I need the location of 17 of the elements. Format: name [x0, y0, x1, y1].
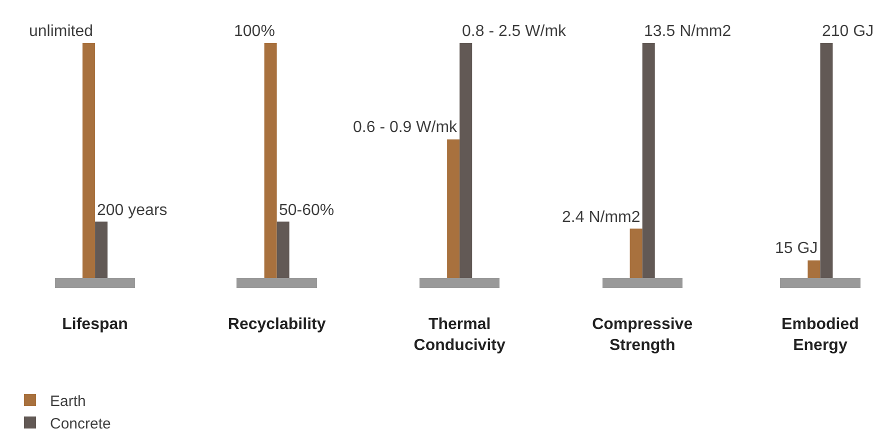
x-tick-label: Compressive Strength [592, 316, 693, 354]
x-tick-label: Recyclability [228, 316, 326, 334]
annotation: 50-60% [279, 202, 334, 219]
annotation: 210 GJ [822, 23, 874, 40]
annotation: 200 years [97, 202, 168, 219]
annotation: 0.8 - 2.5 W/mk [462, 23, 568, 40]
x-tick-label: Lifespan [62, 316, 128, 334]
annotation: 13.5 N/mm2 [644, 23, 732, 40]
annotation: 0.6 - 0.9 W/mk [353, 119, 458, 136]
annotation: 2.4 N/mm2 [562, 209, 640, 226]
annotation: unlimited [29, 23, 94, 40]
x-tick-label: Embodied Energy [782, 316, 859, 354]
annotation: 100% [234, 23, 275, 40]
legend-label: Earth [50, 392, 86, 410]
annotation: 15 GJ [775, 240, 818, 257]
x-tick-label: Thermal Conducivity [414, 316, 506, 354]
legend-label: Concrete [50, 415, 111, 432]
